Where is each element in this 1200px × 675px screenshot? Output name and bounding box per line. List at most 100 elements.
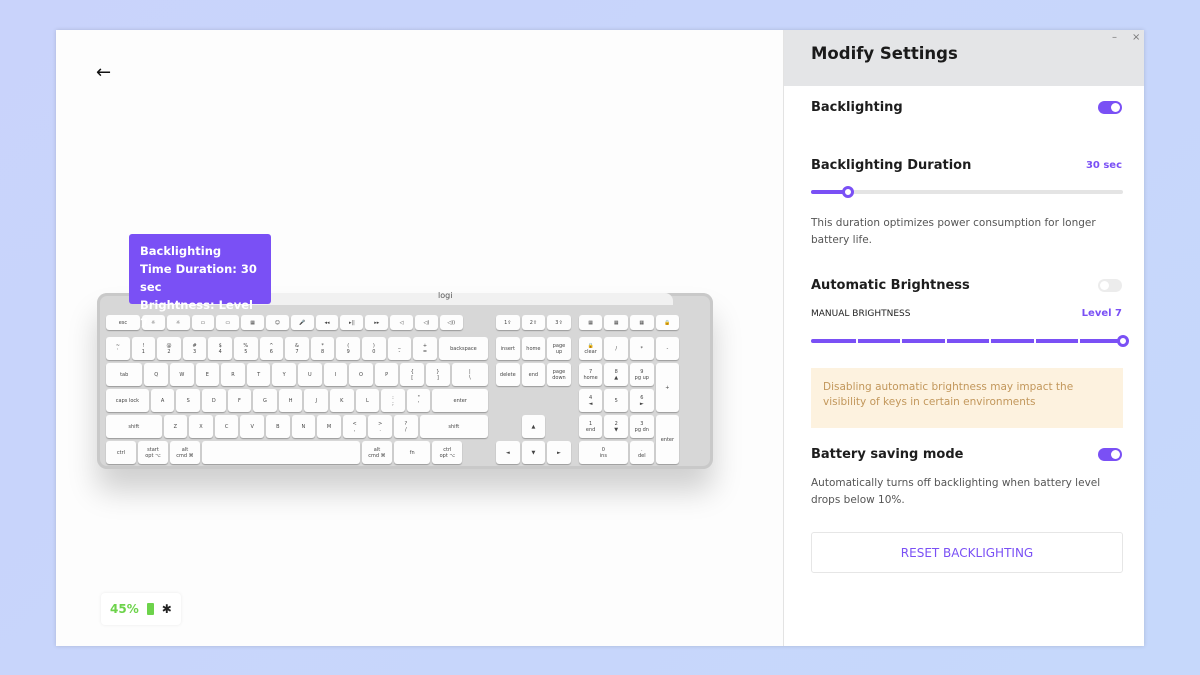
keyboard-key: W — [170, 363, 194, 386]
battery-saving-label: Battery saving mode — [811, 447, 964, 462]
brightness-slider-thumb[interactable] — [1117, 335, 1129, 347]
keyboard-key: S — [176, 389, 200, 412]
panel-title: Modify Settings — [784, 30, 1144, 86]
keyboard-key — [202, 441, 360, 464]
keyboard-key: shift — [419, 415, 488, 438]
keyboard-top: logi — [153, 291, 673, 305]
reset-backlighting-button[interactable]: RESET BACKLIGHTING — [811, 532, 1123, 573]
keyboard-key: ▸▸ — [365, 315, 389, 330]
nav-key: ► — [547, 441, 571, 464]
battery-saving-toggle[interactable] — [1098, 448, 1122, 461]
keyboard-key: & 7 — [285, 337, 309, 360]
keyboard-key: > . — [368, 415, 392, 438]
keyboard-key: R — [221, 363, 245, 386]
duration-slider-thumb[interactable] — [842, 186, 855, 198]
keyboard-key: J — [304, 389, 328, 412]
close-button[interactable]: × — [1132, 32, 1141, 43]
keyboard-key: ☼ — [141, 315, 165, 330]
keyboard-key: backspace — [438, 337, 488, 360]
numpad-key: * — [630, 337, 654, 360]
backlighting-label: Backlighting — [811, 100, 903, 115]
numpad-key: 8 ▲ — [604, 363, 628, 386]
brightness-slider[interactable] — [811, 335, 1129, 347]
keyboard-key: L — [355, 389, 380, 412]
numpad-key: / — [604, 337, 628, 360]
keyboard-key: ? / — [394, 415, 418, 438]
keyboard-key: ▭ — [191, 315, 215, 330]
brightness-tick — [855, 339, 858, 343]
back-button[interactable]: ← — [96, 62, 112, 83]
brightness-warning: Disabling automatic brightness may impac… — [811, 368, 1123, 428]
brightness-tick — [1033, 339, 1036, 343]
settings-panel: Modify Settings – × Backlighting Backlig… — [783, 30, 1144, 646]
nav-key: 3⇪ — [547, 315, 571, 330]
keyboard-key: ctrl opt ⌥ — [432, 441, 463, 464]
keyboard-key: C — [214, 415, 239, 438]
battery-saving-description: Automatically turns off backlighting whe… — [811, 477, 1101, 506]
nav-key: delete — [496, 363, 520, 386]
keyboard-key: < , — [342, 415, 367, 438]
keyboard-key: ◁) — [414, 315, 438, 330]
keyboard-key: Y — [272, 363, 296, 386]
minimize-button[interactable]: – — [1112, 32, 1117, 43]
battery-percent: 45% — [110, 602, 139, 616]
keyboard-key: E — [195, 363, 220, 386]
numpad-key: enter — [655, 415, 680, 464]
tooltip-title: Backlighting — [140, 244, 222, 258]
keyboard-key: " ' — [406, 389, 431, 412]
numpad-key: 4 ◄ — [578, 389, 603, 412]
keyboard-key: } ] — [426, 363, 450, 386]
keyboard-key: Z — [163, 415, 188, 438]
keyboard-key: A — [150, 389, 175, 412]
keyboard-key: N — [291, 415, 316, 438]
keyboard-key: fn — [394, 441, 431, 464]
numpad-key: 🔒 clear — [578, 337, 603, 360]
numpad-key: 🔒 — [655, 315, 680, 330]
keyboard-key: P — [374, 363, 399, 386]
duration-value: 30 sec — [1085, 160, 1122, 171]
keyboard-key: D — [202, 389, 226, 412]
keyboard-key: ▦ — [241, 315, 264, 330]
keyboard-image: logi esc ☼ ☼ ▭ ▭ ▦ ☺ 🎤 ◂◂ ▸|| ▸▸ ◁ ◁) ◁)) ~ `! 1 @ 2 # 3… — [97, 291, 713, 469]
duration-slider[interactable] — [811, 186, 1123, 198]
keyboard-key: ( 9 — [336, 337, 360, 360]
numpad-key: 2 ▼ — [604, 415, 628, 438]
duration-description: This duration optimizes power consumptio… — [811, 217, 1096, 246]
nav-key: home — [521, 337, 546, 360]
brightness-tick — [1078, 339, 1081, 343]
numpad-key: ▦ — [630, 315, 654, 330]
keyboard-key: + = — [413, 337, 437, 360]
keyboard-key: shift — [106, 415, 162, 438]
keyboard-key: B — [266, 415, 290, 438]
numpad-key: . del — [630, 441, 654, 464]
auto-brightness-label: Automatic Brightness — [811, 278, 970, 293]
keyboard-key: ▸|| — [340, 315, 364, 330]
keyboard-key: : ; — [381, 389, 405, 412]
device-view: ← Backlighting Time Duration: 30 sec Bri… — [56, 30, 783, 646]
backlighting-tooltip: Backlighting Time Duration: 30 sec Brigh… — [129, 234, 271, 330]
keyboard-key: ^ 6 — [259, 337, 284, 360]
backlighting-toggle[interactable] — [1098, 101, 1122, 114]
keyboard-key: * 8 — [310, 337, 335, 360]
keyboard-key: 🎤 — [290, 315, 314, 330]
keyboard-key: X — [189, 415, 213, 438]
keyboard-key: ! 1 — [131, 337, 156, 360]
keyboard-key: | \ — [451, 363, 488, 386]
keyboard-key: ctrl — [106, 441, 136, 464]
nav-key: page down — [547, 363, 571, 386]
keyboard-key: ▭ — [216, 315, 240, 330]
keyboard-key: ☺ — [266, 315, 289, 330]
keyboard-key: O — [349, 363, 373, 386]
numpad-key: 0 ins — [578, 441, 628, 464]
keyboard-key: # 3 — [182, 337, 207, 360]
nav-key: 1⇪ — [496, 315, 520, 330]
keyboard-key: $ 4 — [208, 337, 232, 360]
keyboard-key: ◂◂ — [315, 315, 339, 330]
keyboard-key: alt cmd ⌘ — [170, 441, 200, 464]
auto-brightness-toggle[interactable] — [1098, 279, 1122, 292]
numpad-key: 6 ► — [630, 389, 654, 412]
manual-brightness-label: MANUAL BRIGHTNESS — [811, 308, 911, 319]
keyboard-key: caps lock — [106, 389, 149, 412]
keyboard-key: _ - — [387, 337, 412, 360]
bluetooth-icon: ✱ — [161, 602, 172, 616]
